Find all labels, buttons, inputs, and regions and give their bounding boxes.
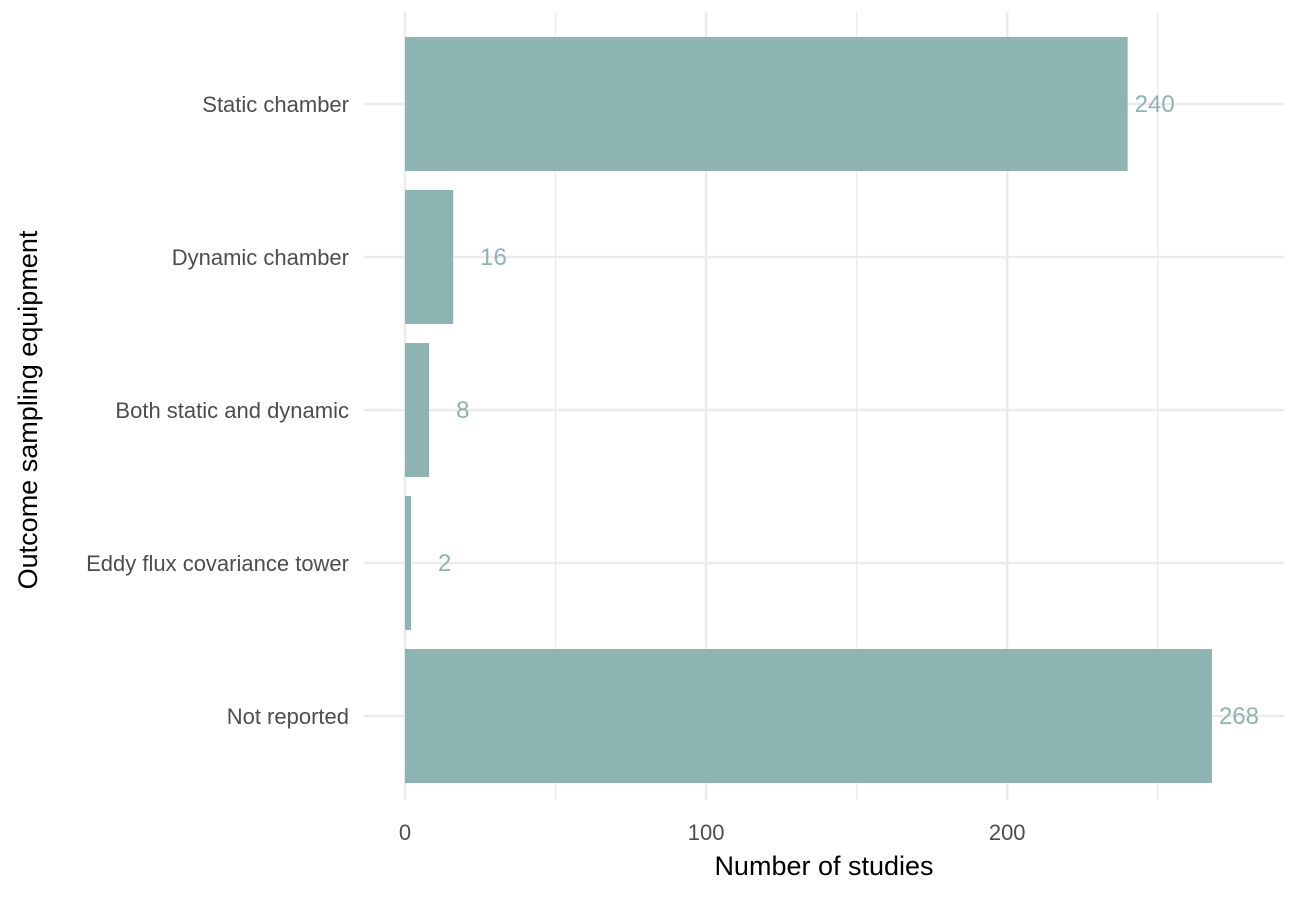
x-tick-label: 100	[688, 820, 725, 845]
data-label: 8	[456, 397, 469, 424]
bar	[405, 649, 1212, 783]
y-tick-label: Static chamber	[202, 92, 349, 117]
x-tick-labels: 0 100 200	[399, 820, 1026, 845]
data-label: 2	[438, 550, 451, 577]
y-tick-label: Both static and dynamic	[115, 398, 349, 423]
y-axis-title: Outcome sampling equipment	[13, 230, 43, 589]
data-label: 16	[480, 244, 507, 271]
x-tick-label: 0	[399, 820, 411, 845]
x-tick-label: 200	[989, 820, 1026, 845]
y-tick-label: Not reported	[227, 704, 349, 729]
bar	[405, 37, 1128, 171]
bar	[405, 496, 412, 630]
data-labels: 240 16 8 2 268	[438, 91, 1259, 730]
bar	[405, 343, 430, 477]
y-tick-label: Dynamic chamber	[172, 245, 349, 270]
bars	[405, 37, 1212, 783]
x-axis-title: Number of studies	[714, 851, 933, 881]
y-tick-label: Eddy flux covariance tower	[86, 551, 349, 576]
bar	[405, 190, 454, 324]
data-label: 268	[1219, 703, 1259, 730]
data-label: 240	[1135, 91, 1175, 118]
y-tick-labels: Static chamber Dynamic chamber Both static…	[86, 92, 349, 729]
